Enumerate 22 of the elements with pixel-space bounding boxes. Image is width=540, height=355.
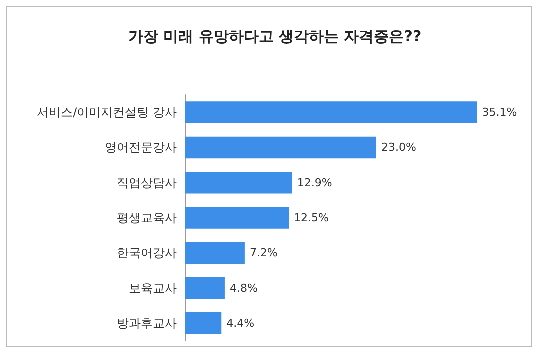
data-label: 12.5%: [294, 212, 330, 224]
bar: [185, 136, 376, 159]
bar: [185, 277, 225, 300]
bar: [185, 102, 478, 124]
y-tick-label: 한국어강사: [117, 246, 177, 260]
bar: [185, 312, 222, 334]
data-label: 4.8%: [230, 282, 258, 295]
bar: [185, 207, 290, 229]
data-label: 35.1%: [482, 106, 518, 120]
data-label: 7.2%: [250, 246, 278, 260]
y-tick-label: 방과후교사: [117, 316, 177, 330]
bar: [185, 172, 292, 194]
y-tick-label: 평생교육사: [117, 211, 177, 225]
y-tick-label: 영어전문강사: [105, 140, 177, 155]
y-tick-label: 직업상담사: [117, 176, 177, 190]
bar: [185, 242, 245, 264]
y-tick-label: 서비스/이미지컨설팅 강사: [37, 106, 177, 120]
data-label: 23.0%: [381, 141, 416, 154]
data-label: 12.9%: [297, 176, 332, 190]
y-tick-label: 보육교사: [129, 281, 177, 296]
chart-title: 가장 미래 유망하다고 생각하는 자격증은??: [128, 28, 422, 46]
data-label: 4.4%: [226, 316, 255, 330]
